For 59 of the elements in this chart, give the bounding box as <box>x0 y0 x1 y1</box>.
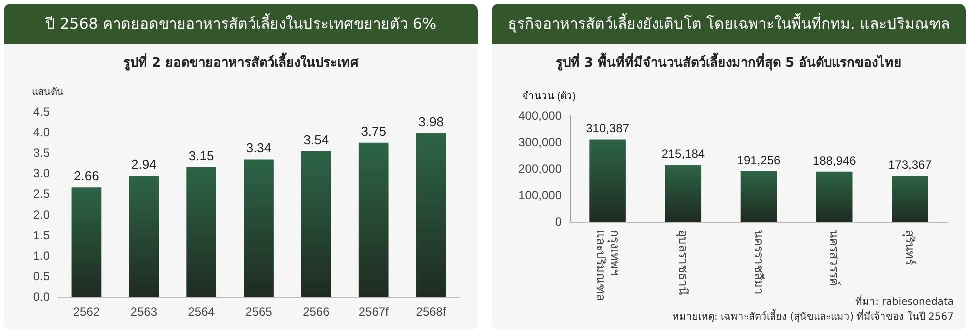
y-tick-label: 0.5 <box>33 269 50 284</box>
text: หมายเหตุ: เฉพาะสัตว์เลี้ยง (สุนัขและแมว) ที่มีเจ้าของ ในปี 2567 <box>672 312 954 323</box>
bar <box>301 151 332 297</box>
x-tick-label: 2566 <box>303 305 330 319</box>
bar <box>416 133 446 297</box>
y-tick-label: 4.0 <box>33 126 50 140</box>
x-tick-label: 2564 <box>188 305 216 319</box>
y-tick-label: 1.5 <box>33 228 50 242</box>
bar <box>244 160 274 297</box>
chart-subtitle: รูปที่ 3 พื้นที่ที่มีจำนวนสัตว์เลี้ยงมากที่สุด 5 อันดับแรกของไทย <box>554 52 904 73</box>
x-tick-label: 2568f <box>416 305 447 319</box>
bar <box>892 176 928 222</box>
bar <box>816 172 853 222</box>
y-tick-label: 0 <box>555 215 562 229</box>
data-label: 3.34 <box>246 140 272 156</box>
data-label: 173,367 <box>888 158 932 172</box>
data-label: 3.54 <box>304 132 330 148</box>
data-label: 215,184 <box>662 146 706 161</box>
bar <box>129 176 160 297</box>
y-axis-title: จำนวน (ตัว) <box>522 92 576 102</box>
x-tick-label: 2563 <box>130 305 158 319</box>
bar <box>72 188 102 297</box>
y-tick-label: 3.5 <box>33 146 50 160</box>
x-tick-label: 2565 <box>246 305 273 319</box>
data-label: 2.66 <box>74 168 100 184</box>
bar <box>590 140 626 222</box>
bar <box>186 168 217 297</box>
y-axis-title: แสนตัน <box>32 88 64 98</box>
data-label: 310,387 <box>586 122 630 136</box>
x-tick-label: กรุงเทพฯ และปริมณฑล <box>594 230 622 301</box>
data-label: 188,946 <box>812 154 857 168</box>
x-tick-label: นครสวรรค์ <box>828 230 842 286</box>
data-label: 2.94 <box>131 157 157 172</box>
x-tick-label: 2567f <box>358 305 390 319</box>
chart-title: ธุรกิจอาหารสัตว์เลี้ยงยังเติบโต โดยเฉพาะในพื้นที่กทม. และปริมณฑล <box>492 4 966 44</box>
y-tick-label: 200,000 <box>518 162 562 176</box>
y-tick-label: 300,000 <box>518 136 562 150</box>
x-tick-label: อุบลราชธานี <box>675 230 690 295</box>
x-tick-label: สุรินทร์ <box>902 230 918 266</box>
x-tick-label: 2562 <box>73 305 100 319</box>
text: ที่มา: rabiesonedata <box>856 297 954 308</box>
data-label: 3.98 <box>418 114 444 130</box>
data-label: 3.75 <box>361 124 387 139</box>
y-tick-label: 2.5 <box>33 187 50 202</box>
y-tick-label: 4.5 <box>33 105 50 119</box>
y-tick-label: 2.0 <box>33 208 50 222</box>
chart-subtitle: รูปที่ 2 ยอดขายอาหารสัตว์เลี้ยงในประเทศ <box>122 52 360 73</box>
bar <box>665 164 702 222</box>
chart-title: ปี 2568 คาดยอดขายอาหารสัตว์เลี้ยงในประเทศขยายตัว 6% <box>4 4 478 44</box>
data-label: 3.15 <box>188 148 214 164</box>
y-tick-label: 400,000 <box>518 109 562 123</box>
y-tick-label: 100,000 <box>518 188 562 202</box>
bar <box>358 142 389 297</box>
x-tick-label: นครราชสีมา <box>752 230 766 295</box>
y-tick-label: 0.0 <box>33 290 50 304</box>
y-tick-label: 3.0 <box>33 166 50 181</box>
bar <box>740 171 778 222</box>
y-tick-label: 1.0 <box>33 248 50 263</box>
data-label: 191,256 <box>737 153 782 168</box>
